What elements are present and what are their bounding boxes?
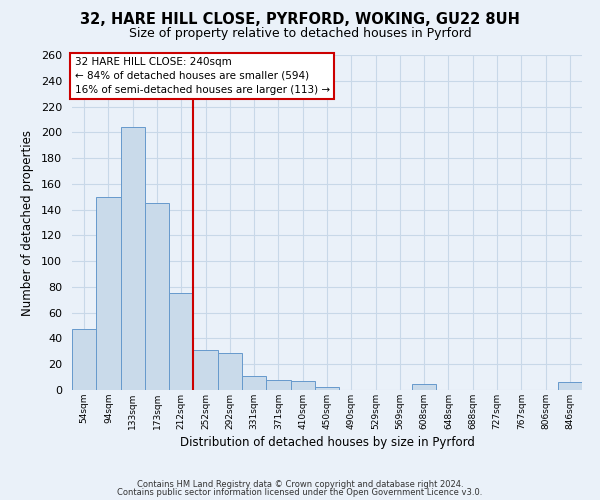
X-axis label: Distribution of detached houses by size in Pyrford: Distribution of detached houses by size …	[179, 436, 475, 449]
Bar	[412, 384, 436, 390]
Bar	[121, 127, 145, 390]
Bar	[558, 382, 582, 390]
Bar	[266, 380, 290, 390]
Bar	[145, 203, 169, 390]
Text: 32, HARE HILL CLOSE, PYRFORD, WOKING, GU22 8UH: 32, HARE HILL CLOSE, PYRFORD, WOKING, GU…	[80, 12, 520, 28]
Bar	[169, 294, 193, 390]
Bar	[242, 376, 266, 390]
Text: Size of property relative to detached houses in Pyrford: Size of property relative to detached ho…	[128, 28, 472, 40]
Bar	[72, 330, 96, 390]
Bar	[218, 352, 242, 390]
Text: Contains public sector information licensed under the Open Government Licence v3: Contains public sector information licen…	[118, 488, 482, 497]
Bar	[290, 381, 315, 390]
Bar	[315, 388, 339, 390]
Text: 32 HARE HILL CLOSE: 240sqm
← 84% of detached houses are smaller (594)
16% of sem: 32 HARE HILL CLOSE: 240sqm ← 84% of deta…	[74, 56, 329, 94]
Bar	[96, 196, 121, 390]
Bar	[193, 350, 218, 390]
Text: Contains HM Land Registry data © Crown copyright and database right 2024.: Contains HM Land Registry data © Crown c…	[137, 480, 463, 489]
Y-axis label: Number of detached properties: Number of detached properties	[21, 130, 34, 316]
